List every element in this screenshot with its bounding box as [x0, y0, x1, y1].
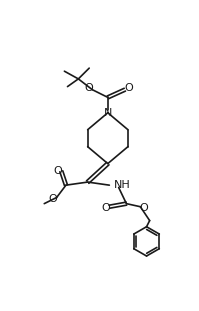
Text: NH: NH	[114, 180, 131, 190]
Text: O: O	[140, 203, 149, 213]
Text: O: O	[48, 194, 57, 204]
Text: N: N	[104, 108, 112, 118]
Text: O: O	[84, 83, 93, 93]
Text: O: O	[124, 83, 133, 93]
Text: O: O	[101, 203, 110, 213]
Text: O: O	[53, 165, 62, 175]
